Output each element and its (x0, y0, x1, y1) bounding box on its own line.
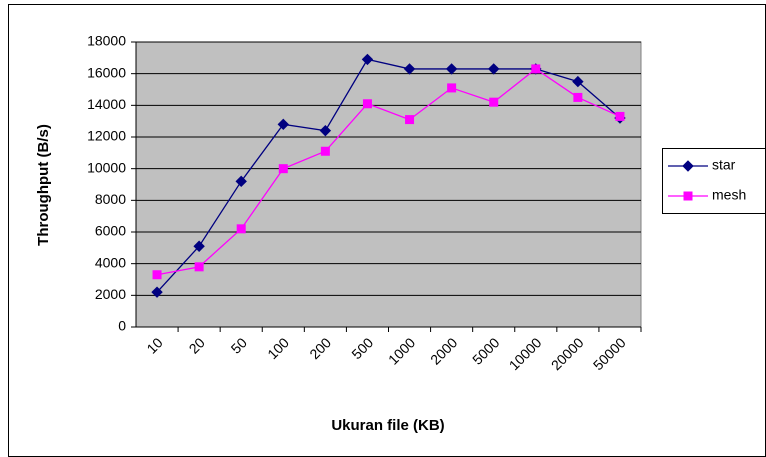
marker (320, 146, 330, 156)
y-tick-label: 8000 (95, 191, 126, 207)
legend-box (662, 148, 766, 214)
legend: star mesh (662, 148, 766, 214)
y-axis-title: Throughput (B/s) (35, 124, 52, 246)
y-tick-label: 16000 (87, 64, 126, 80)
marker (235, 175, 247, 188)
marker (531, 64, 541, 74)
marker (488, 63, 500, 75)
marker (278, 164, 288, 174)
marker (236, 224, 246, 234)
marker (319, 124, 332, 137)
y-tick-label: 12000 (87, 128, 126, 144)
marker (194, 262, 204, 272)
marker (445, 63, 458, 75)
y-tick-label: 2000 (95, 286, 126, 302)
marker (362, 99, 372, 109)
x-axis-title: Ukuran file (KB) (331, 417, 444, 434)
marker (361, 53, 374, 66)
y-tick-label: 18000 (87, 33, 126, 49)
marker (405, 115, 415, 125)
marker (615, 111, 625, 121)
marker (447, 83, 457, 93)
legend-label: mesh (712, 187, 746, 203)
series-line (156, 58, 621, 293)
y-tick-label: 10000 (87, 159, 126, 175)
marker (152, 270, 162, 280)
series-line (156, 68, 621, 276)
y-tick-label: 6000 (95, 223, 126, 239)
y-tick-label: 14000 (87, 96, 126, 112)
plot-area (135, 41, 642, 328)
marker (683, 191, 693, 201)
marker (277, 118, 289, 131)
marker (151, 286, 163, 298)
marker (403, 63, 416, 75)
marker (489, 97, 499, 107)
marker (572, 75, 584, 88)
y-tick-label: 4000 (95, 254, 126, 270)
legend-label: star (712, 157, 736, 173)
marker (193, 240, 205, 252)
y-tick-label: 0 (118, 318, 126, 334)
marker (682, 160, 694, 172)
marker (573, 92, 583, 102)
